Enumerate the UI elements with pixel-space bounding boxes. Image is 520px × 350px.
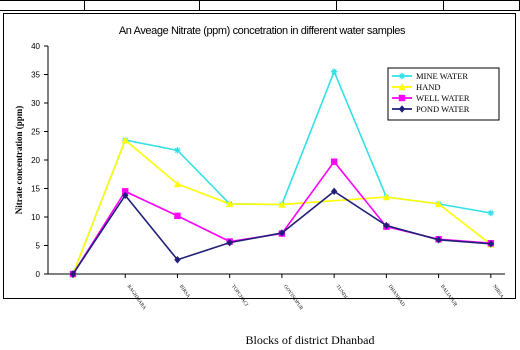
table-border-top <box>0 0 520 11</box>
data-point <box>69 270 77 278</box>
x-axis-label: Blocks of district Dhanbad <box>246 333 375 347</box>
data-point <box>398 94 406 102</box>
x-tick-label: BAGHMARA <box>126 284 147 311</box>
y-tick-label: 0 <box>36 270 41 279</box>
y-tick-label: 15 <box>31 185 40 194</box>
series-layer <box>69 68 495 278</box>
data-point <box>122 188 129 195</box>
y-tick-label: 20 <box>31 156 40 165</box>
series-well-water <box>69 158 495 278</box>
y-tick-label: 40 <box>31 42 40 51</box>
series-line-hand <box>72 138 492 275</box>
legend-entry-hand: HAND <box>392 82 441 92</box>
data-point <box>398 105 406 113</box>
legend-label: HAND <box>416 82 441 92</box>
data-point <box>173 180 182 188</box>
chart-frame <box>3 13 516 299</box>
data-point <box>487 209 495 217</box>
x-tick-label: DHANBAD <box>387 284 406 308</box>
data-point <box>225 200 234 208</box>
data-point <box>121 136 129 144</box>
legend-entry-well-water: WELL WATER <box>392 93 470 103</box>
data-point <box>174 256 181 264</box>
data-point <box>382 193 391 201</box>
y-tick-label: 10 <box>31 213 40 222</box>
series-line-well-water <box>72 160 491 275</box>
legend-label: MINE WATER <box>416 71 468 81</box>
legend-label: POND WATER <box>416 104 470 114</box>
data-point <box>330 68 338 75</box>
data-point <box>330 158 338 165</box>
x-tick-label: TUNDI <box>335 284 348 300</box>
series-hand <box>69 136 495 278</box>
data-point <box>398 72 406 80</box>
data-point <box>174 147 181 154</box>
data-point <box>278 229 286 237</box>
data-point <box>330 187 338 196</box>
chart-title: An Aveage Nitrate (ppm) concetration in … <box>119 25 406 37</box>
data-point <box>226 238 233 247</box>
legend-entry-mine-water: MINE WATER <box>392 71 468 81</box>
x-tick-label: BIRSA <box>178 284 191 299</box>
data-point <box>383 221 390 230</box>
data-point <box>278 200 286 208</box>
x-tick-label: BALIAPUR <box>439 284 458 308</box>
y-axis-label: Nitrate concentration (ppm) <box>14 106 24 214</box>
legend-entry-pond-water: POND WATER <box>392 104 470 114</box>
x-tick-label: NIRSA <box>491 284 504 299</box>
data-point <box>435 236 442 244</box>
data-point <box>434 200 443 208</box>
data-point <box>174 212 181 220</box>
series-pond-water <box>69 187 495 278</box>
data-point <box>122 191 129 200</box>
y-tick-label: 25 <box>31 128 40 137</box>
y-tick-label: 30 <box>31 99 40 108</box>
x-tick-label: TOPCHACI <box>230 284 249 308</box>
data-point <box>398 83 406 91</box>
y-tick-label: 5 <box>36 242 41 251</box>
data-point <box>487 240 495 248</box>
legend-label: WELL WATER <box>416 93 470 103</box>
y-tick-label: 35 <box>31 71 40 80</box>
